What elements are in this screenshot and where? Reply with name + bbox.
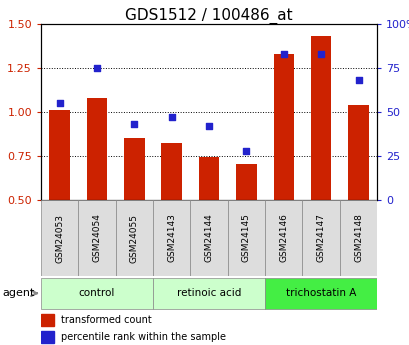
Text: percentile rank within the sample: percentile rank within the sample [61,333,226,342]
Point [131,122,137,127]
Point [168,115,175,120]
Bar [339,200,376,276]
Bar [153,200,190,276]
Bar [41,314,54,326]
Bar [41,331,54,343]
Point [354,78,361,83]
Point [56,101,63,106]
Text: control: control [79,288,115,297]
Bar [49,110,70,200]
Point [317,51,324,57]
Bar [265,278,376,309]
Bar [41,200,78,276]
Text: GSM24143: GSM24143 [167,214,176,263]
Text: GSM24146: GSM24146 [279,214,288,263]
Bar [302,200,339,276]
Text: GSM24054: GSM24054 [92,214,101,263]
Bar [310,37,330,200]
Title: GDS1512 / 100486_at: GDS1512 / 100486_at [125,8,292,24]
Text: GSM24148: GSM24148 [353,214,362,263]
Point [205,124,212,129]
Point [243,148,249,154]
Bar [78,200,115,276]
Text: GSM24055: GSM24055 [130,214,139,263]
Bar [153,278,265,309]
Bar [273,54,293,200]
Bar [115,200,153,276]
Bar [161,143,182,200]
Text: GSM24145: GSM24145 [241,214,250,263]
Text: retinoic acid: retinoic acid [176,288,241,297]
Bar [347,105,368,200]
Text: GSM24147: GSM24147 [316,214,325,263]
Bar [227,200,265,276]
Text: trichostatin A: trichostatin A [285,288,355,297]
Bar [198,157,219,200]
Bar [236,164,256,200]
Bar [41,278,153,309]
Point [280,51,286,57]
Bar [87,98,107,200]
Bar [265,200,302,276]
Text: GSM24144: GSM24144 [204,214,213,263]
Text: agent: agent [2,288,34,298]
Point [94,65,100,71]
Bar [124,138,144,200]
Bar [190,200,227,276]
Text: transformed count: transformed count [61,315,152,325]
Text: GSM24053: GSM24053 [55,214,64,263]
